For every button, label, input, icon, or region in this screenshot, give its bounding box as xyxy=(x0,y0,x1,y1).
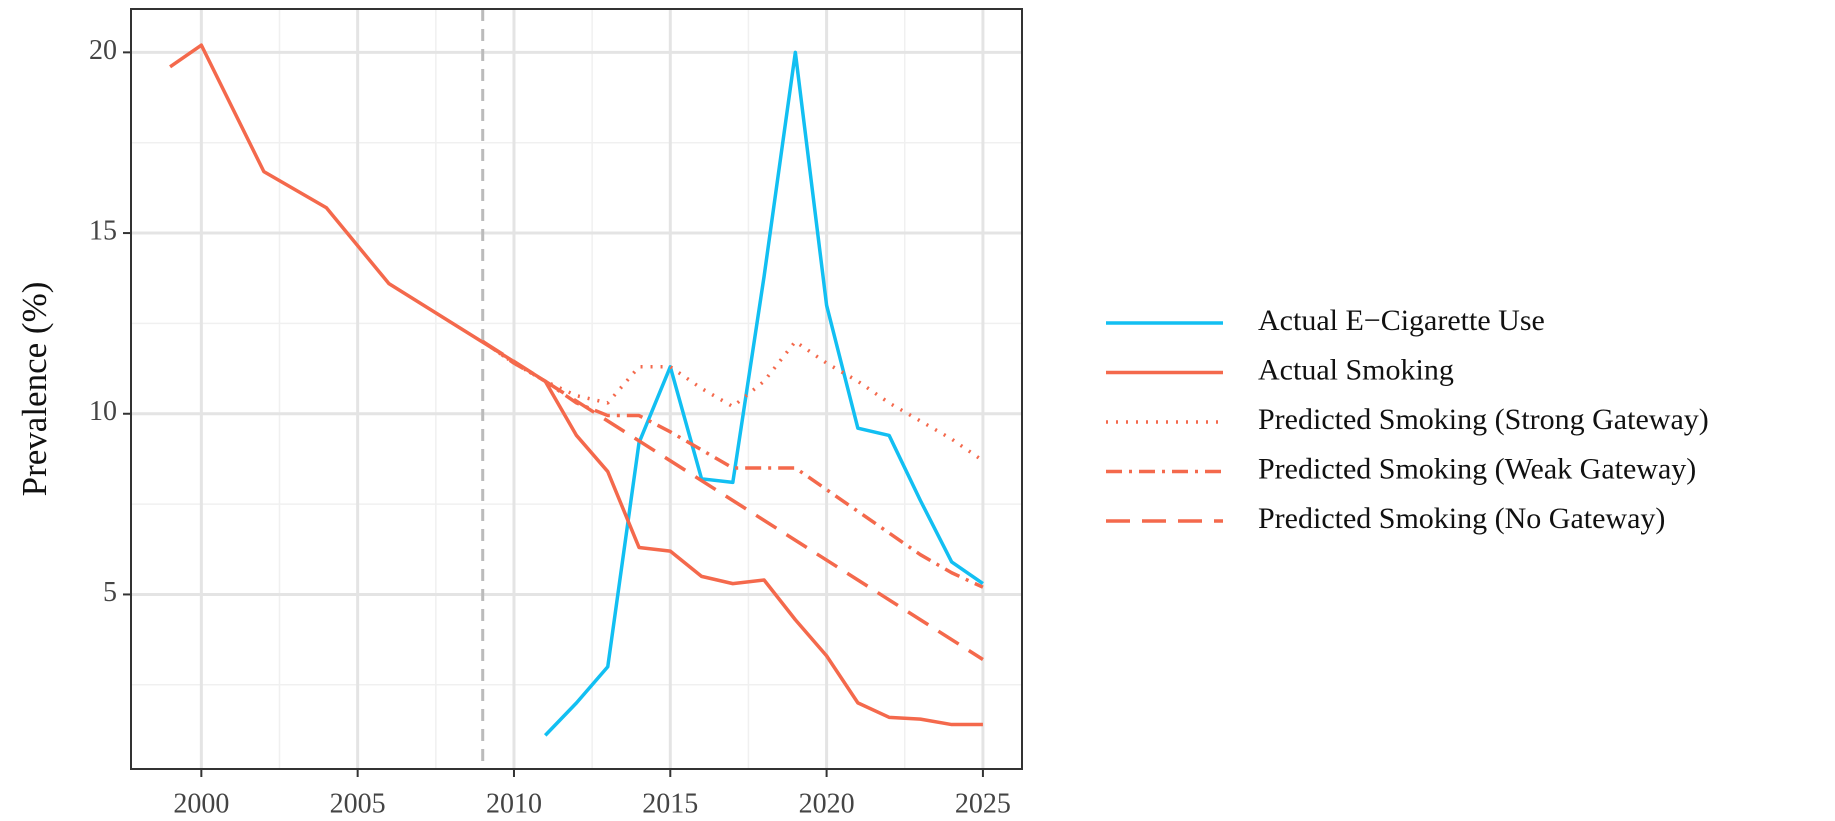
legend: Actual E−Cigarette Use Actual Smoking Pred… xyxy=(1106,304,1709,535)
y-tick-label: 10 xyxy=(89,396,117,427)
x-tick-label: 2015 xyxy=(642,788,698,819)
y-tick-label: 5 xyxy=(103,577,117,608)
legend-label: Predicted Smoking (No Gateway) xyxy=(1258,502,1665,535)
series-line xyxy=(481,340,984,589)
series-line xyxy=(169,43,983,727)
x-tick-label: 2020 xyxy=(799,788,855,819)
legend-label: Actual E−Cigarette Use xyxy=(1258,304,1545,337)
x-tick-label: 2010 xyxy=(486,788,542,819)
y-tick-label: 20 xyxy=(89,35,117,66)
y-tick-label: 15 xyxy=(89,215,117,246)
plot-border xyxy=(130,8,1023,770)
legend-label: Predicted Smoking (Strong Gateway) xyxy=(1258,403,1709,436)
series-line xyxy=(543,50,984,737)
series-line xyxy=(481,340,984,661)
x-tick-label: 2025 xyxy=(955,788,1011,819)
legend-label: Predicted Smoking (Weak Gateway) xyxy=(1258,452,1696,485)
y-axis-label: Prevalence (%) xyxy=(15,282,54,497)
x-tick-label: 2000 xyxy=(173,788,229,819)
legend-label: Actual Smoking xyxy=(1258,353,1454,386)
x-tick-label: 2005 xyxy=(330,788,386,819)
